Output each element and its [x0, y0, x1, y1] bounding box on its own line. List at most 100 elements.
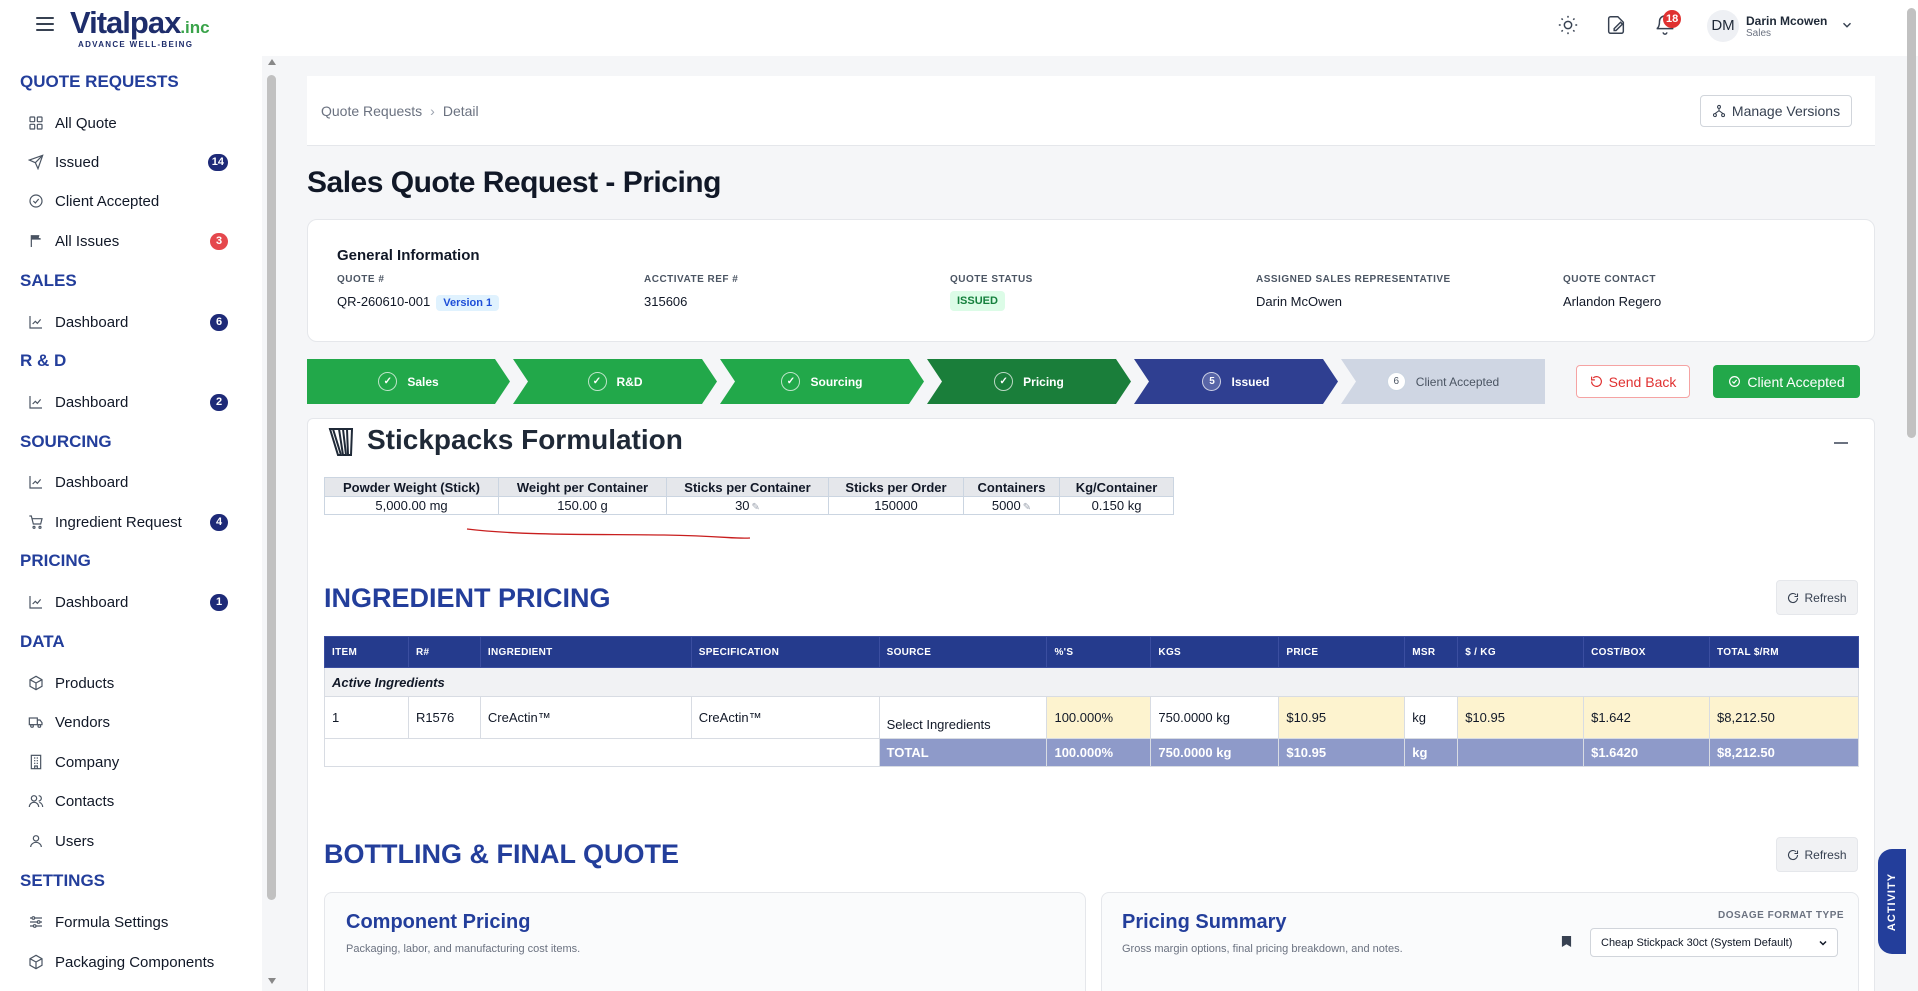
sidebar-item-company[interactable]: Company: [26, 747, 236, 777]
dosage-format-label: DOSAGE FORMAT TYPE: [1718, 910, 1845, 921]
breadcrumb-bar: Quote Requests › Detail Manage Versions: [307, 76, 1875, 146]
user-name[interactable]: Darin Mcowen: [1746, 14, 1828, 28]
menu-icon[interactable]: [36, 17, 54, 31]
collapse-icon[interactable]: [1834, 442, 1848, 444]
sidebar-item-vendors[interactable]: Vendors: [26, 707, 236, 737]
step-label: Client Accepted: [1415, 374, 1500, 389]
dosage-format-value: Cheap Stickpack 30ct (System Default): [1601, 936, 1793, 949]
sidebar-item-products[interactable]: Products: [26, 668, 236, 698]
manage-versions-button[interactable]: Manage Versions: [1700, 95, 1852, 127]
red-underline-annotation: [466, 528, 751, 539]
formulation-header: Containers: [963, 477, 1060, 497]
sidebar-item-ingredient-request[interactable]: Ingredient Request 4: [26, 507, 236, 537]
pencil-icon[interactable]: ✎: [1022, 502, 1032, 513]
ref-value: 315606: [644, 294, 688, 309]
dosage-format-select[interactable]: Cheap Stickpack 30ct (System Default): [1590, 928, 1838, 957]
logo[interactable]: Vitalpax.inc ADVANCE WELL-BEING: [70, 5, 210, 49]
total-msr: kg: [1404, 738, 1459, 767]
sticks-per-order-value: 150000: [828, 496, 964, 515]
sidebar-scrollbar[interactable]: [267, 75, 276, 900]
refresh-label: Refresh: [1804, 847, 1847, 862]
column-header: SPECIFICATION: [690, 636, 880, 668]
chart-line-icon: [26, 592, 46, 612]
sidebar-item-label: All Issues: [55, 232, 120, 250]
ingredient-refresh-button[interactable]: Refresh: [1776, 580, 1858, 615]
containers-value: 5000: [991, 498, 1021, 513]
check-icon: ✓: [994, 372, 1014, 391]
total-per-kg: [1457, 738, 1585, 767]
price-cell[interactable]: $10.95: [1278, 696, 1406, 739]
sidebar-item-formula-settings[interactable]: Formula Settings: [26, 907, 236, 937]
step-pricing[interactable]: ✓ Pricing: [927, 359, 1131, 404]
send-back-button[interactable]: Send Back: [1576, 365, 1690, 398]
sidebar-item-all-issues[interactable]: All Issues 3: [26, 226, 236, 256]
rnum-cell: R1576: [407, 696, 481, 739]
formulation-header: Powder Weight (Stick): [324, 477, 499, 497]
theme-sun-icon[interactable]: [1557, 14, 1579, 36]
column-header: %'S: [1046, 636, 1152, 668]
chevron-right-icon: ›: [430, 103, 435, 119]
bottling-title: BOTTLING & FINAL QUOTE: [324, 839, 679, 869]
sidebar-item-users[interactable]: Users: [26, 826, 236, 856]
pencil-icon[interactable]: ✎: [751, 502, 760, 513]
undo-icon: [1590, 376, 1602, 387]
count-badge: 1: [210, 594, 228, 611]
sidebar-scroll-down[interactable]: [268, 978, 276, 984]
step-issued[interactable]: 5 Issued: [1134, 359, 1338, 404]
sidebar-scroll-up[interactable]: [268, 59, 276, 65]
containers-cell[interactable]: 5000 ✎: [963, 496, 1060, 515]
sidebar-item-client-accepted[interactable]: Client Accepted: [26, 186, 236, 216]
sidebar-item-label: Dashboard: [55, 593, 129, 611]
source-select[interactable]: Select Ingredients: [878, 696, 1048, 739]
quote-number: QR-260610-001: [337, 294, 431, 309]
count-badge: 2: [210, 394, 228, 411]
sticks-per-container-value: 30: [735, 498, 750, 513]
sticks-per-container-cell[interactable]: 30 ✎: [666, 496, 829, 515]
sidebar-item-sales-dashboard[interactable]: Dashboard 6: [26, 307, 236, 337]
specification-cell: CreActin™: [690, 696, 880, 739]
step-number: 6: [1386, 372, 1406, 391]
bookmark-icon[interactable]: [1561, 935, 1572, 948]
quote-contact-value: Arlandon Regero: [1563, 294, 1662, 309]
breadcrumb-quote-requests[interactable]: Quote Requests: [321, 103, 423, 119]
sidebar-item-rnd-dashboard[interactable]: Dashboard 2: [26, 387, 236, 417]
chevron-down-icon[interactable]: [1840, 18, 1854, 32]
step-sales[interactable]: ✓ Sales: [307, 359, 510, 404]
quote-contact-label: QUOTE CONTACT: [1563, 274, 1656, 285]
group-row: Active Ingredients: [324, 667, 1859, 697]
total-kgs: 750.0000 kg: [1150, 738, 1280, 767]
activity-tab[interactable]: ACTIVITY: [1878, 849, 1906, 954]
check-circle-icon: [26, 191, 46, 211]
client-accepted-button[interactable]: Client Accepted: [1713, 365, 1860, 398]
total-percent: 100.000%: [1046, 738, 1152, 767]
check-icon: ✓: [781, 372, 801, 391]
step-label: Sales: [407, 374, 439, 389]
bottling-refresh-button[interactable]: Refresh: [1776, 837, 1858, 872]
sales-rep-value: Darin McOwen: [1256, 294, 1342, 309]
sidebar-item-label: Packaging Components: [55, 953, 215, 971]
edit-note-icon[interactable]: [1605, 14, 1627, 36]
total-cost-box: $1.6420: [1583, 738, 1711, 767]
formulation-title: Stickpacks Formulation: [367, 424, 683, 455]
ref-label: ACCTIVATE REF #: [644, 274, 739, 285]
ingredient-cell: CreActin™: [479, 696, 692, 739]
avatar[interactable]: DM: [1707, 10, 1739, 42]
logo-name: Vitalpax: [70, 5, 181, 40]
sidebar-item-label: Vendors: [55, 713, 111, 731]
sidebar-item-issued[interactable]: Issued 14: [26, 147, 236, 177]
client-accepted-label: Client Accepted: [1747, 373, 1845, 390]
sidebar-item-contacts[interactable]: Contacts: [26, 786, 236, 816]
step-rnd[interactable]: ✓ R&D: [513, 359, 717, 404]
sidebar-item-all-quote[interactable]: All Quote: [26, 108, 236, 138]
sidebar-item-sourcing-dashboard[interactable]: Dashboard: [26, 467, 236, 497]
step-sourcing[interactable]: ✓ Sourcing: [720, 359, 924, 404]
step-client-accepted[interactable]: 6 Client Accepted: [1341, 359, 1545, 404]
page-scrollbar[interactable]: [1907, 8, 1916, 438]
table-row: 1 R1576 CreActin™ CreActin™ Select Ingre…: [324, 696, 1859, 739]
sidebar-item-label: Contacts: [55, 792, 115, 810]
column-header: $ / KG: [1457, 636, 1585, 668]
sidebar-item-packaging-components[interactable]: Packaging Components: [26, 947, 236, 977]
quote-status-label: QUOTE STATUS: [950, 274, 1033, 285]
percent-cell[interactable]: 100.000%: [1046, 696, 1152, 739]
sidebar-item-pricing-dashboard[interactable]: Dashboard 1: [26, 587, 236, 617]
